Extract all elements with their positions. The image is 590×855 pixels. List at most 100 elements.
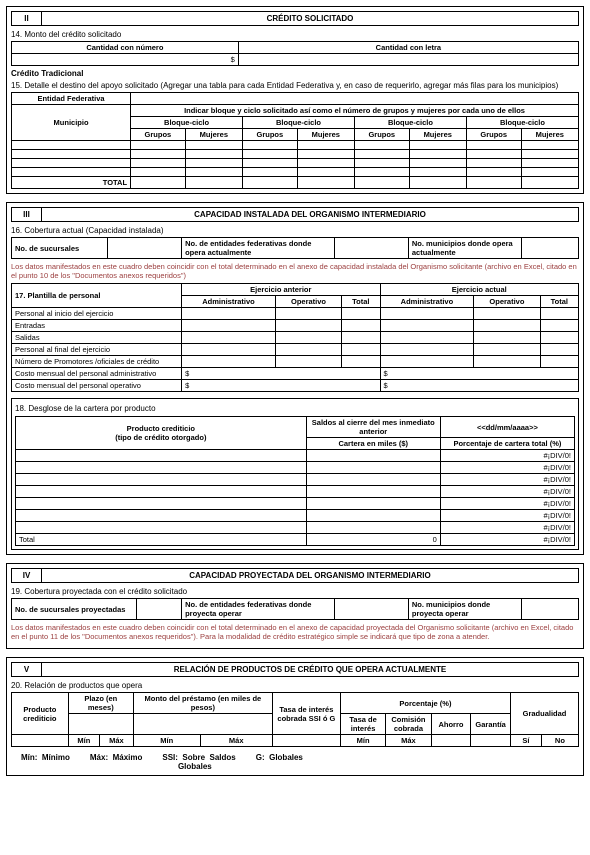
section-title: RELACIÓN DE PRODUCTOS DE CRÉDITO QUE OPE…: [42, 663, 578, 676]
entidades-proj-header: No. de entidades federativas donde proye…: [182, 599, 335, 620]
ej-anterior-header: Ejercicio anterior: [182, 284, 380, 296]
admin-header: Administrativo: [182, 296, 276, 308]
section-number: V: [12, 663, 42, 676]
section-header: III CAPACIDAD INSTALADA DEL ORGANISMO IN…: [11, 207, 579, 222]
min-header: Mín: [133, 735, 200, 747]
entidades-proj-value[interactable]: [335, 599, 409, 620]
mujeres-header: Mujeres: [185, 129, 242, 141]
bloque-header: Bloque-ciclo: [466, 117, 578, 129]
entidades-header: No. de entidades federativas donde opera…: [182, 238, 335, 259]
dollar-cell[interactable]: $: [182, 368, 380, 380]
ej-actual-header: Ejercicio actual: [380, 284, 578, 296]
cartera-header: Cartera en miles ($): [306, 438, 440, 450]
legend-min: Mín: Mínimo: [21, 753, 70, 771]
section-header: IV CAPACIDAD PROYECTADA DEL ORGANISMO IN…: [11, 568, 579, 583]
item-16-label: 16. Cobertura actual (Capacidad instalad…: [11, 226, 579, 235]
table-row: Personal al final del ejercicio: [12, 344, 182, 356]
sucursales-header: No. de sucursales: [12, 238, 108, 259]
table-row: Costo mensual del personal administrativ…: [12, 368, 182, 380]
comision-header: Comisión cobrada: [386, 714, 431, 735]
div-error: #¡DIV/0!: [440, 522, 574, 534]
ahorro-header: Ahorro: [431, 714, 471, 735]
table-row: Costo mensual del personal operativo: [12, 380, 182, 392]
sucursales-value[interactable]: [108, 238, 182, 259]
dollar-cell[interactable]: $: [380, 368, 578, 380]
cantidad-letra-header: Cantidad con letra: [238, 42, 578, 54]
section-title: CRÉDITO SOLICITADO: [42, 12, 578, 25]
admin-header: Administrativo: [380, 296, 474, 308]
grupos-header: Grupos: [354, 129, 409, 141]
entidad-header: Entidad Federativa: [12, 93, 131, 105]
operativo-header: Operativo: [474, 296, 540, 308]
sucursales-proj-header: No. de sucursales proyectadas: [12, 599, 137, 620]
credito-tradicional-heading: Crédito Tradicional: [11, 69, 579, 78]
tasa-cobrada-header: Tasa de interés cobrada SSI ó G: [272, 693, 340, 735]
cobertura-table: No. de sucursales No. de entidades feder…: [11, 237, 579, 259]
mujeres-header: Mujeres: [521, 129, 578, 141]
section-header: II CRÉDITO SOLICITADO: [11, 11, 579, 26]
div-error: #¡DIV/0!: [440, 486, 574, 498]
currency-cell[interactable]: $: [12, 54, 239, 66]
dollar-cell[interactable]: $: [182, 380, 380, 392]
monto-table: Cantidad con número Cantidad con letra $: [11, 41, 579, 66]
proyectada-table: No. de sucursales proyectadas No. de ent…: [11, 598, 579, 620]
producto-header-line: Producto crediticio: [19, 424, 303, 433]
dollar-cell[interactable]: $: [380, 380, 578, 392]
section-number: III: [12, 208, 42, 221]
grupos-header: Grupos: [466, 129, 521, 141]
div-error: #¡DIV/0!: [440, 498, 574, 510]
item-19-label: 19. Cobertura proyectada con el crédito …: [11, 587, 579, 596]
section-title: CAPACIDAD PROYECTADA DEL ORGANISMO INTER…: [42, 569, 578, 582]
section-capacidad-instalada: III CAPACIDAD INSTALADA DEL ORGANISMO IN…: [6, 202, 584, 555]
cartera-table: Producto crediticio (tipo de crédito oto…: [15, 416, 575, 546]
saldos-header: Saldos al cierre del mes inmediato anter…: [306, 417, 440, 438]
max-header: Máx: [99, 735, 133, 747]
max-header: Máx: [386, 735, 431, 747]
total-header: Total: [540, 296, 578, 308]
item-18-box: 18. Desglose de la cartera por producto …: [11, 398, 579, 550]
entidad-value[interactable]: [131, 93, 579, 105]
total-label: TOTAL: [12, 177, 131, 189]
no-header: No: [541, 735, 578, 747]
entidades-value[interactable]: [335, 238, 409, 259]
bloque-header: Bloque-ciclo: [131, 117, 243, 129]
bloque-header: Bloque-ciclo: [354, 117, 466, 129]
operativo-header: Operativo: [275, 296, 341, 308]
legend-g: G: Globales: [256, 753, 303, 771]
indicar-header: Indicar bloque y ciclo solicitado así co…: [131, 105, 579, 117]
municipios-value[interactable]: [522, 238, 579, 259]
table-row: Salidas: [12, 332, 182, 344]
note-16: Los datos manifestados en este cuadro de…: [11, 262, 579, 280]
mujeres-header: Mujeres: [297, 129, 354, 141]
mujeres-header: Mujeres: [409, 129, 466, 141]
productos-table: Producto crediticio Plazo (en meses) Mon…: [11, 692, 579, 747]
total-header: Total: [342, 296, 380, 308]
section-title: CAPACIDAD INSTALADA DEL ORGANISMO INTERM…: [42, 208, 578, 221]
sucursales-proj-value[interactable]: [136, 599, 181, 620]
total-row: Total: [16, 534, 307, 546]
gradualidad-header: Gradualidad: [510, 693, 578, 735]
porcentaje-header: Porcentaje (%): [340, 693, 510, 714]
div-error: #¡DIV/0!: [440, 510, 574, 522]
total-cartera: 0: [306, 534, 440, 546]
legend-ssi: SSI: Sobre Saldos Globales: [162, 753, 235, 771]
cantidad-numero-header: Cantidad con número: [12, 42, 239, 54]
section-productos-credito: V RELACIÓN DE PRODUCTOS DE CRÉDITO QUE O…: [6, 657, 584, 776]
producto-header-sub: (tipo de crédito otorgado): [19, 433, 303, 442]
div-error: #¡DIV/0!: [440, 450, 574, 462]
fecha-header: <<dd/mm/aaaa>>: [440, 417, 574, 438]
div-error: #¡DIV/0!: [440, 474, 574, 486]
municipios-proj-value[interactable]: [522, 599, 579, 620]
producto-header: Producto crediticio (tipo de crédito oto…: [16, 417, 307, 450]
min-header: Mín: [68, 735, 99, 747]
section-number: II: [12, 12, 42, 25]
porcentaje-header: Porcentaje de cartera total (%): [440, 438, 574, 450]
cantidad-letra-cell[interactable]: [238, 54, 578, 66]
tasa-interes-header: Tasa de interés: [340, 714, 385, 735]
div-error: #¡DIV/0!: [440, 462, 574, 474]
monto-header: Monto del préstamo (en miles de pesos): [133, 693, 272, 714]
grupos-header: Grupos: [243, 129, 298, 141]
bloque-header: Bloque-ciclo: [243, 117, 355, 129]
legend-row: Mín: Mínimo Máx: Máximo SSI: Sobre Saldo…: [11, 753, 579, 771]
min-header: Mín: [340, 735, 385, 747]
